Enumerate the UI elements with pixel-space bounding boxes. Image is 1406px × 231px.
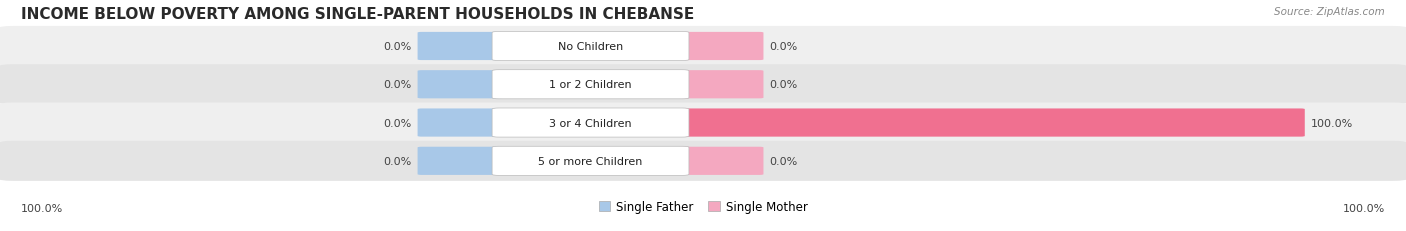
- Text: 5 or more Children: 5 or more Children: [538, 156, 643, 166]
- Text: 0.0%: 0.0%: [384, 118, 412, 128]
- Text: 0.0%: 0.0%: [769, 80, 797, 90]
- Text: 100.0%: 100.0%: [1310, 118, 1353, 128]
- Text: 1 or 2 Children: 1 or 2 Children: [550, 80, 631, 90]
- FancyBboxPatch shape: [418, 109, 503, 137]
- Text: 100.0%: 100.0%: [21, 203, 63, 213]
- FancyBboxPatch shape: [678, 147, 763, 175]
- FancyBboxPatch shape: [678, 109, 1305, 137]
- Text: 3 or 4 Children: 3 or 4 Children: [550, 118, 631, 128]
- Text: Source: ZipAtlas.com: Source: ZipAtlas.com: [1274, 7, 1385, 17]
- FancyBboxPatch shape: [492, 32, 689, 61]
- FancyBboxPatch shape: [0, 65, 1406, 105]
- Text: 0.0%: 0.0%: [769, 42, 797, 52]
- Legend: Single Father, Single Mother: Single Father, Single Mother: [593, 196, 813, 218]
- FancyBboxPatch shape: [0, 103, 1406, 143]
- FancyBboxPatch shape: [678, 71, 763, 99]
- FancyBboxPatch shape: [0, 27, 1406, 67]
- Text: 0.0%: 0.0%: [384, 42, 412, 52]
- FancyBboxPatch shape: [492, 70, 689, 99]
- FancyBboxPatch shape: [0, 141, 1406, 181]
- FancyBboxPatch shape: [418, 33, 503, 61]
- FancyBboxPatch shape: [418, 71, 503, 99]
- Text: 0.0%: 0.0%: [384, 156, 412, 166]
- Text: 0.0%: 0.0%: [384, 80, 412, 90]
- FancyBboxPatch shape: [678, 33, 763, 61]
- FancyBboxPatch shape: [492, 109, 689, 137]
- Text: 100.0%: 100.0%: [1343, 203, 1385, 213]
- Text: INCOME BELOW POVERTY AMONG SINGLE-PARENT HOUSEHOLDS IN CHEBANSE: INCOME BELOW POVERTY AMONG SINGLE-PARENT…: [21, 7, 695, 22]
- FancyBboxPatch shape: [492, 147, 689, 176]
- Text: No Children: No Children: [558, 42, 623, 52]
- FancyBboxPatch shape: [418, 147, 503, 175]
- Text: 0.0%: 0.0%: [769, 156, 797, 166]
